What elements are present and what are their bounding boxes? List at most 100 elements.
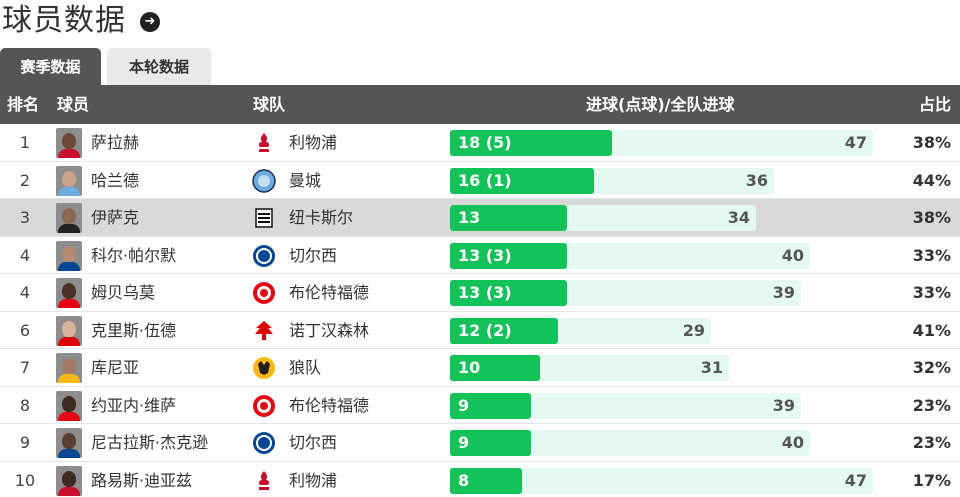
player-avatar[interactable] [56,465,82,496]
player-goals-label: 8 [458,470,470,490]
team-name[interactable]: 利物浦 [289,470,338,490]
player-goals-bar: 8 [450,467,522,494]
player-name[interactable]: 库尼亚 [91,358,140,377]
player-name[interactable]: 姆贝乌莫 [91,283,156,302]
player-avatar[interactable] [56,203,82,233]
team-name[interactable]: 狼队 [289,358,322,377]
rank-cell: 3 [19,208,31,227]
arrow-right-circle-icon[interactable]: ➜ [140,12,160,32]
team-name[interactable]: 纽卡斯尔 [289,208,354,227]
player-name[interactable]: 约亚内·维萨 [91,395,177,415]
brentford-crest-icon[interactable] [252,281,276,305]
wolves-crest-icon[interactable] [252,356,276,380]
goal-share-pct: 23% [912,395,951,415]
header-goals[interactable]: 进球(点球)/全队进球 [586,95,735,114]
goal-share-pct: 17% [912,470,951,490]
table-row[interactable]: 4 姆贝乌莫 布伦特福德 39 13 (3) 33% [0,274,960,312]
team-goals-label: 40 [781,245,804,265]
player-name[interactable]: 哈兰德 [91,170,140,190]
player-goals-label: 10 [458,358,481,377]
player-avatar[interactable] [56,240,82,271]
goal-share-pct: 33% [912,283,951,302]
player-goals-bar: 13 (3) [450,280,567,306]
player-avatar[interactable] [56,315,82,346]
rank-cell: 2 [19,170,31,190]
table-row[interactable]: 10 路易斯·迪亚兹 利物浦 47 8 17% [0,462,960,497]
forest-crest-icon[interactable] [252,319,276,343]
player-name[interactable]: 克里斯·伍德 [91,320,177,340]
player-avatar[interactable] [56,165,82,196]
table-row[interactable]: 8 约亚内·维萨 布伦特福德 39 9 23% [0,387,960,424]
team-name[interactable]: 切尔西 [289,245,338,265]
team-name[interactable]: 利物浦 [289,133,338,152]
brentford-crest-icon[interactable] [252,394,276,418]
rank-cell: 10 [14,470,36,490]
tab-season-stats[interactable]: 赛季数据 [0,48,101,85]
table-row[interactable]: 7 库尼亚 狼队 31 10 32% [0,349,960,387]
header-pct[interactable]: 占比 [918,95,951,114]
table-row[interactable]: 4 科尔·帕尔默 切尔西 40 13 (3) 33% [0,237,960,274]
player-name[interactable]: 萨拉赫 [91,133,140,152]
player-goals-bar: 18 (5) [450,130,612,156]
liverpool-crest-icon[interactable] [252,131,276,155]
team-name[interactable]: 曼城 [289,170,322,190]
newcastle-crest-icon[interactable] [252,206,276,230]
player-goals-bar: 9 [450,392,531,419]
rank-cell: 1 [19,133,31,152]
chelsea-crest-icon[interactable] [252,244,276,268]
player-goals-bar: 16 (1) [450,167,594,194]
team-name[interactable]: 切尔西 [289,433,338,452]
liverpool-crest-icon[interactable] [252,469,276,493]
mancity-crest-icon[interactable] [252,168,276,193]
player-goals-bar: 12 (2) [450,317,558,344]
header-team[interactable]: 球队 [253,95,286,114]
rank-cell: 6 [19,320,31,340]
table-row[interactable]: 9 尼古拉斯·杰克逊 切尔西 40 9 23% [0,424,960,462]
player-name[interactable]: 路易斯·迪亚兹 [91,470,193,490]
goal-share-pct: 32% [912,358,951,377]
team-goals-label: 47 [844,133,867,152]
goal-share-pct: 44% [912,170,951,190]
player-goals-label: 13 (3) [458,245,512,265]
player-goals-label: 9 [458,433,470,452]
player-goals-label: 16 (1) [458,170,512,190]
team-goals-label: 47 [844,470,867,490]
goal-share-pct: 41% [912,320,951,340]
table-row[interactable]: 2 哈兰德 曼城 36 16 (1) 44% [0,162,960,199]
chelsea-crest-icon[interactable] [252,431,276,455]
player-goals-bar: 13 (3) [450,242,567,269]
table-row[interactable]: 3 伊萨克 纽卡斯尔 34 13 38% [0,199,960,237]
player-avatar[interactable] [56,353,82,383]
table-header: 排名 球员 球队 进球(点球)/全队进球 占比 [0,85,960,124]
tab-round-stats[interactable]: 本轮数据 [107,48,211,85]
table-row[interactable]: 6 克里斯·伍德 诺丁汉森林 29 12 (2) 41% [0,312,960,349]
rank-cell: 7 [19,358,31,377]
team-goals-label: 40 [781,433,804,452]
player-goals-label: 13 (3) [458,283,512,302]
player-avatar[interactable] [56,278,82,308]
player-goals-label: 13 [458,208,481,227]
player-goals-bar: 10 [450,355,540,381]
player-name[interactable]: 尼古拉斯·杰克逊 [91,433,209,452]
rank-cell: 4 [19,245,31,265]
team-name[interactable]: 布伦特福德 [289,395,370,415]
player-avatar[interactable] [56,128,82,158]
player-name[interactable]: 科尔·帕尔默 [91,245,177,265]
goal-share-pct: 38% [912,208,951,227]
rank-cell: 8 [19,395,31,415]
player-avatar[interactable] [56,428,82,458]
rank-cell: 4 [19,283,31,302]
tab-bar: 赛季数据 本轮数据 [0,48,217,85]
team-goals-label: 39 [772,395,795,415]
table-row[interactable]: 1 萨拉赫 利物浦 47 18 (5) 38% [0,124,960,162]
team-name[interactable]: 诺丁汉森林 [289,320,370,340]
header-rank[interactable]: 排名 [7,95,40,114]
goal-share-pct: 23% [912,433,951,452]
team-goals-label: 34 [727,208,750,227]
team-name[interactable]: 布伦特福德 [289,283,370,302]
header-player[interactable]: 球员 [57,95,90,114]
player-name[interactable]: 伊萨克 [91,208,140,227]
team-goals-label: 29 [682,320,705,340]
player-goals-label: 18 (5) [458,133,512,152]
player-avatar[interactable] [56,390,82,421]
